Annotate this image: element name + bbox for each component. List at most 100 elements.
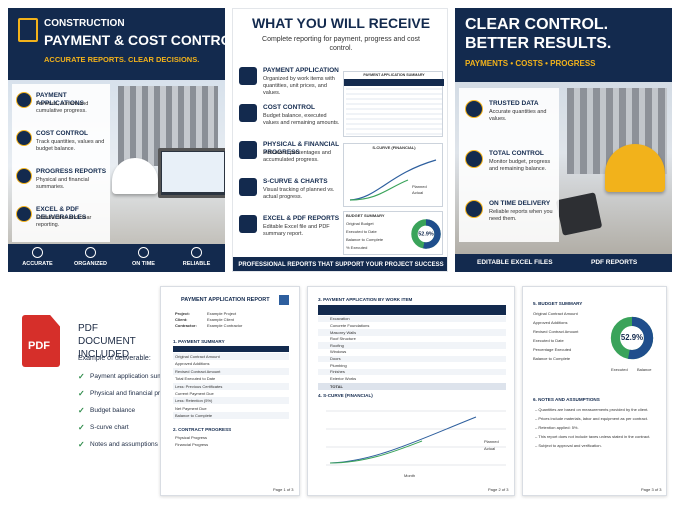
pdf-icon-label: PDF: [28, 340, 50, 352]
item-title: COST CONTROL: [263, 104, 315, 111]
item-label: Exterior Works: [330, 375, 357, 381]
page-number: Page 2 of 3: [488, 487, 509, 492]
row-bg: [173, 390, 289, 397]
donut-arc: [411, 219, 441, 249]
title: WHAT YOU WILL RECEIVE: [251, 15, 431, 31]
row-bg: [318, 368, 506, 376]
item-label: Finishes: [330, 369, 345, 375]
row-bg: [173, 367, 289, 375]
section-4: 4. S-CURVE (FINANCIAL): [318, 393, 373, 398]
row-bg: [318, 362, 506, 369]
doc-icon: [18, 18, 38, 42]
legend-executed: Executed: [611, 367, 628, 372]
table-head: [344, 79, 444, 86]
badge-label: ACCURATE: [22, 261, 53, 267]
x-axis-title: Month: [404, 473, 416, 478]
row-label: Original Contract Amount: [175, 354, 220, 359]
item-label: Concrete Foundations: [330, 323, 370, 328]
row-bg: [173, 353, 289, 360]
donut-label: 52.9%: [418, 231, 434, 237]
check: ✓: [78, 440, 85, 449]
section-5: 5. BUDGET SUMMARY: [533, 301, 583, 306]
row-bg: [173, 404, 289, 412]
tagline: PAYMENTS • COSTS • PROGRESS: [465, 59, 596, 68]
item-text: Accurate quantities and values.: [489, 109, 547, 122]
donut-arc: [610, 316, 654, 360]
row-label: Approved Additions: [175, 361, 210, 367]
list-item: Notes and assumptions: [90, 441, 158, 448]
page-number: Page 1 of 3: [273, 487, 294, 492]
table-head: [173, 346, 289, 352]
title-2: BETTER RESULTS.: [465, 35, 612, 52]
mini-chart: S-CURVE (FINANCIAL) Planned Actual: [343, 143, 443, 207]
item-text: Previous, current and cumulative progres…: [36, 101, 89, 114]
badge-label: RELIABLE: [182, 261, 211, 267]
financial-progress: Financial Progress: [175, 442, 209, 447]
footer-pdf: PDF REPORTS: [591, 259, 638, 266]
item-title: TRUSTED DATA: [489, 100, 539, 107]
footer-bar: [455, 254, 672, 272]
item-icon: [239, 104, 257, 122]
row-label: Less: Previous Certificates: [175, 383, 223, 389]
header: [455, 8, 672, 82]
section-1: 1. PAYMENT SUMMARY: [173, 339, 225, 344]
item-text: Indicators, percentages and accumulated …: [263, 150, 331, 163]
header: [8, 8, 225, 80]
row-bg: [173, 375, 289, 383]
row-label: Less: Retention (5%): [175, 398, 213, 404]
check: ✓: [78, 389, 85, 398]
legend-balance: Balance: [637, 367, 652, 372]
item-title: ON TIME DELIVERY: [489, 200, 551, 207]
legend-actual: Actual: [412, 190, 424, 195]
item-text: Editable files and clear reporting.: [36, 215, 92, 228]
pdf-icon: [22, 315, 60, 367]
item-icon: [465, 150, 483, 168]
calculator: [555, 192, 603, 236]
budget-row: Balance to Complete: [533, 356, 571, 361]
check: ✓: [78, 423, 85, 432]
budget-row: Original Budget: [346, 221, 374, 226]
note: – Retention applied: 5%.: [535, 425, 579, 430]
row-bg: [173, 397, 289, 405]
tagline: ACCURATE REPORTS. CLEAR DECISIONS.: [44, 55, 200, 64]
panel-receive: WHAT YOU WILL RECEIVE Complete reporting…: [232, 8, 448, 272]
doc-title: PAYMENT APPLICATION REPORT: [181, 297, 270, 303]
item-icon: [465, 200, 483, 218]
table-head: [318, 305, 506, 315]
list-item: Budget balance: [90, 407, 136, 414]
badge-label: ORGANIZED: [74, 261, 107, 267]
hard-hat: [605, 144, 665, 192]
badge-icon: [85, 247, 96, 258]
row-bg: [318, 329, 506, 336]
badge-icon: [32, 247, 43, 258]
item-icon: [239, 215, 257, 233]
planned-line: [329, 416, 477, 464]
budget-row: Executed to Date: [533, 338, 564, 343]
helmet: [112, 158, 158, 194]
title-1: CLEAR CONTROL.: [465, 16, 609, 33]
item-title: PAYMENT APPLICATION: [263, 67, 339, 74]
item-label: Windows: [330, 349, 347, 355]
item-title: S-CURVE & CHARTS: [263, 178, 328, 185]
footer-excel: EDITABLE EXCEL FILES: [477, 259, 553, 266]
legend-actual: Actual: [484, 446, 496, 451]
item-label: Roofing: [330, 342, 344, 348]
item-title: TOTAL CONTROL: [489, 150, 544, 157]
panel-construction: CONSTRUCTION PAYMENT & COST CONTROL ACCU…: [8, 8, 225, 272]
row-bg: [318, 322, 506, 329]
chart-title: S-CURVE (FINANCIAL): [372, 145, 416, 150]
pdf-title: PDF DOCUMENT INCLUDED: [78, 323, 136, 360]
row-bg: [318, 342, 506, 349]
grid: [326, 410, 506, 466]
section-2: 2. CONTRACT PROGRESS: [173, 427, 232, 432]
doc-page-3: 5. BUDGET SUMMARY Original Contract Amou…: [522, 286, 667, 496]
budget-row: % Executed: [346, 245, 368, 250]
item-text: Visual tracking of planned vs. actual pr…: [263, 187, 335, 200]
budget-box: BUDGET SUMMARY 52.9% Original Budget Exec…: [343, 211, 443, 255]
row-label: Total Executed to Date: [175, 376, 216, 382]
page-number: Page 3 of 3: [641, 487, 662, 492]
row-bg: [318, 349, 506, 356]
pdf-intro: Example of deliverable:: [78, 355, 151, 362]
note: – Subject to approval and verification.: [535, 443, 602, 448]
